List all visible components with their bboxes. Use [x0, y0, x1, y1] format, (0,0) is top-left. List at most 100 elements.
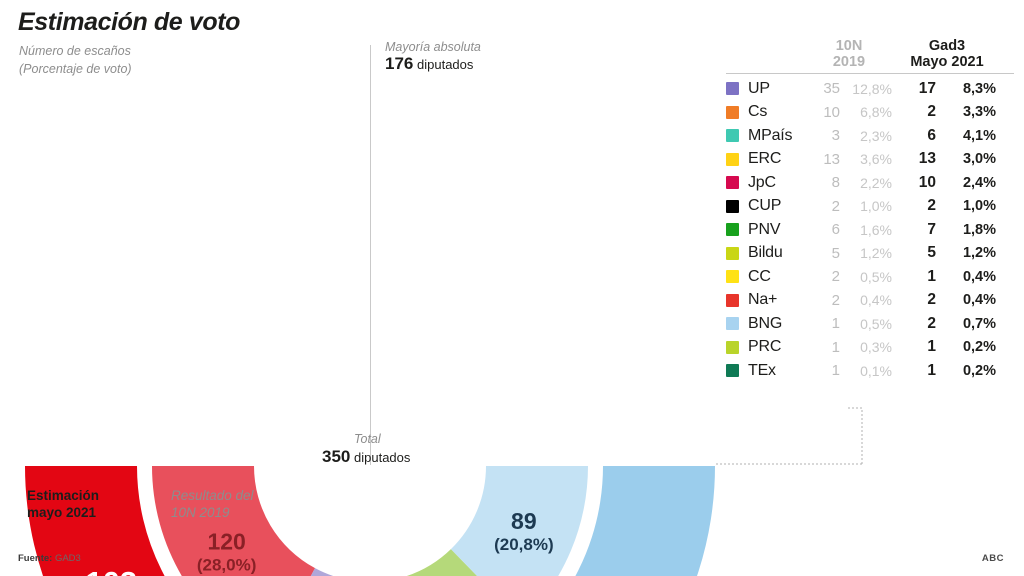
slice-seats-label: 103 — [85, 565, 137, 576]
slice-pct-label: (20,8%) — [494, 535, 554, 554]
majority-annotation: Mayoría absoluta 176 diputados — [385, 40, 481, 74]
legend-pct-2021: 2,4% — [962, 174, 996, 191]
legend-party-name: CC — [748, 267, 771, 285]
legend-seats-2021: 2 — [927, 314, 936, 332]
donut-slice-psoe — [575, 466, 715, 576]
legend-seats-2019: 6 — [831, 221, 840, 239]
legend-row: JpC 8 2,2% 10 2,4% — [726, 171, 1014, 195]
legend-color-swatch — [726, 223, 748, 237]
subtitle-percent: (Porcentaje de voto) — [19, 62, 132, 76]
legend-group-2019: 10N 2019 — [832, 38, 866, 70]
publisher-logo: ABC — [981, 553, 1004, 564]
legend-table: 10N 2019 Gad3 Mayo 2021 UP 35 12,8% 17 8,3% Cs 1… — [726, 38, 1014, 383]
donut-ring-inner — [152, 466, 588, 576]
majority-label: Mayoría absoluta — [385, 40, 481, 54]
legend-seats-2021: 2 — [927, 197, 936, 215]
legend-row: TEx 1 0,1% 1 0,2% — [726, 359, 1014, 383]
donut-slice-pp — [152, 466, 316, 576]
donut-ring-outer — [25, 466, 715, 576]
legend-color-swatch — [726, 317, 748, 331]
caption-outer-ring: Estimación mayo 2021 — [27, 487, 99, 521]
legend-seats-2019: 1 — [831, 338, 840, 356]
legend-color-swatch — [726, 199, 748, 213]
legend-color-swatch — [726, 129, 748, 143]
donut-slice-labels: 103(25,4%)40(13,8%)138(30,5%)120(28,0%)5… — [85, 508, 554, 576]
legend-header-row: 10N 2019 Gad3 Mayo 2021 — [726, 38, 1014, 73]
legend-row: ERC 13 3,6% 13 3,0% — [726, 148, 1014, 172]
legend-pct-2019: 0,5% — [860, 268, 892, 285]
legend-pct-2019: 1,2% — [860, 245, 892, 262]
legend-divider — [726, 73, 1014, 74]
legend-seats-2019: 35 — [823, 80, 840, 98]
legend-party-name: MPaís — [748, 126, 793, 144]
legend-row: CUP 2 1,0% 2 1,0% — [726, 195, 1014, 219]
legend-pct-2019: 0,1% — [860, 362, 892, 379]
legend-row: Na+ 2 0,4% 2 0,4% — [726, 289, 1014, 313]
legend-pct-2021: 3,0% — [962, 151, 996, 168]
legend-party-name: PNV — [748, 220, 781, 238]
legend-seats-2021: 10 — [918, 173, 936, 191]
legend-pct-2021: 0,4% — [962, 268, 996, 285]
legend-row: BNG 1 0,5% 2 0,7% — [726, 312, 1014, 336]
legend-row: PRC 1 0,3% 1 0,2% — [726, 336, 1014, 360]
legend-seats-2019: 2 — [831, 291, 840, 309]
legend-seats-2021: 7 — [927, 220, 936, 238]
legend-pct-2021: 0,2% — [962, 339, 996, 356]
legend-seats-2019: 1 — [831, 315, 840, 333]
legend-seats-2019: 10 — [823, 103, 840, 121]
majority-value: 176 — [385, 54, 414, 73]
legend-party-name: PRC — [748, 338, 782, 356]
legend-pct-2021: 8,3% — [962, 80, 996, 97]
total-annotation: Total 350 diputados — [322, 432, 410, 468]
caption-inner-ring: Resultado del 10N 2019 — [171, 487, 254, 521]
legend-row: Cs 10 6,8% 2 3,3% — [726, 101, 1014, 125]
page-title: Estimación de voto — [18, 8, 241, 36]
legend-color-swatch — [726, 105, 748, 119]
legend-pct-2019: 0,3% — [860, 339, 892, 356]
legend-pct-2019: 2,2% — [860, 174, 892, 191]
source-credit: Fuente: GAD3 — [18, 553, 81, 564]
caption-outer-line2: mayo 2021 — [27, 505, 97, 520]
legend-seats-2019: 13 — [823, 150, 840, 168]
legend-row: UP 35 12,8% 17 8,3% — [726, 77, 1014, 101]
legend-pct-2019: 1,6% — [860, 221, 892, 238]
total-unit: diputados — [354, 450, 411, 465]
total-label: Total — [354, 432, 381, 446]
legend-pct-2021: 1,2% — [962, 245, 996, 262]
legend-pct-2019: 6,8% — [860, 104, 892, 121]
legend-party-name: Cs — [748, 103, 768, 121]
legend-color-swatch — [726, 246, 748, 260]
legend-party-name: Bildu — [748, 244, 783, 262]
legend-pct-2021: 1,0% — [962, 198, 996, 215]
legend-color-swatch — [726, 270, 748, 284]
legend-group-2021: Gad3 Mayo 2021 — [910, 38, 984, 70]
legend-pct-2019: 3,6% — [860, 151, 892, 168]
legend-row: Bildu 5 1,2% 5 1,2% — [726, 242, 1014, 266]
legend-seats-2019: 5 — [831, 244, 840, 262]
caption-inner-line2: 10N 2019 — [171, 505, 230, 520]
legend-pct-2021: 1,8% — [962, 221, 996, 238]
legend-seats-2019: 2 — [831, 268, 840, 286]
legend-pct-2019: 0,4% — [860, 292, 892, 309]
legend-seats-2021: 17 — [918, 79, 936, 97]
legend-pct-2021: 0,2% — [962, 362, 996, 379]
legend-seats-2021: 5 — [927, 244, 936, 262]
legend-row: MPaís 3 2,3% 6 4,1% — [726, 124, 1014, 148]
donut-slice-up — [310, 568, 334, 576]
legend-pct-2021: 0,4% — [962, 292, 996, 309]
legend-seats-2021: 13 — [918, 150, 936, 168]
legend-row: CC 2 0,5% 1 0,4% — [726, 265, 1014, 289]
legend-seats-2021: 2 — [927, 103, 936, 121]
majority-unit: diputados — [417, 57, 474, 72]
legend-seats-2021: 1 — [927, 361, 936, 379]
legend-pct-2021: 0,7% — [962, 315, 996, 332]
legend-pct-2019: 0,5% — [860, 315, 892, 332]
donut-slice-pp — [25, 466, 165, 576]
legend-seats-2019: 2 — [831, 197, 840, 215]
legend-seats-2021: 6 — [927, 126, 936, 144]
donut-slice-vox — [406, 549, 478, 576]
legend-party-name: CUP — [748, 197, 782, 215]
legend-pct-2021: 4,1% — [962, 127, 996, 144]
caption-outer-line1: Estimación — [27, 488, 100, 503]
